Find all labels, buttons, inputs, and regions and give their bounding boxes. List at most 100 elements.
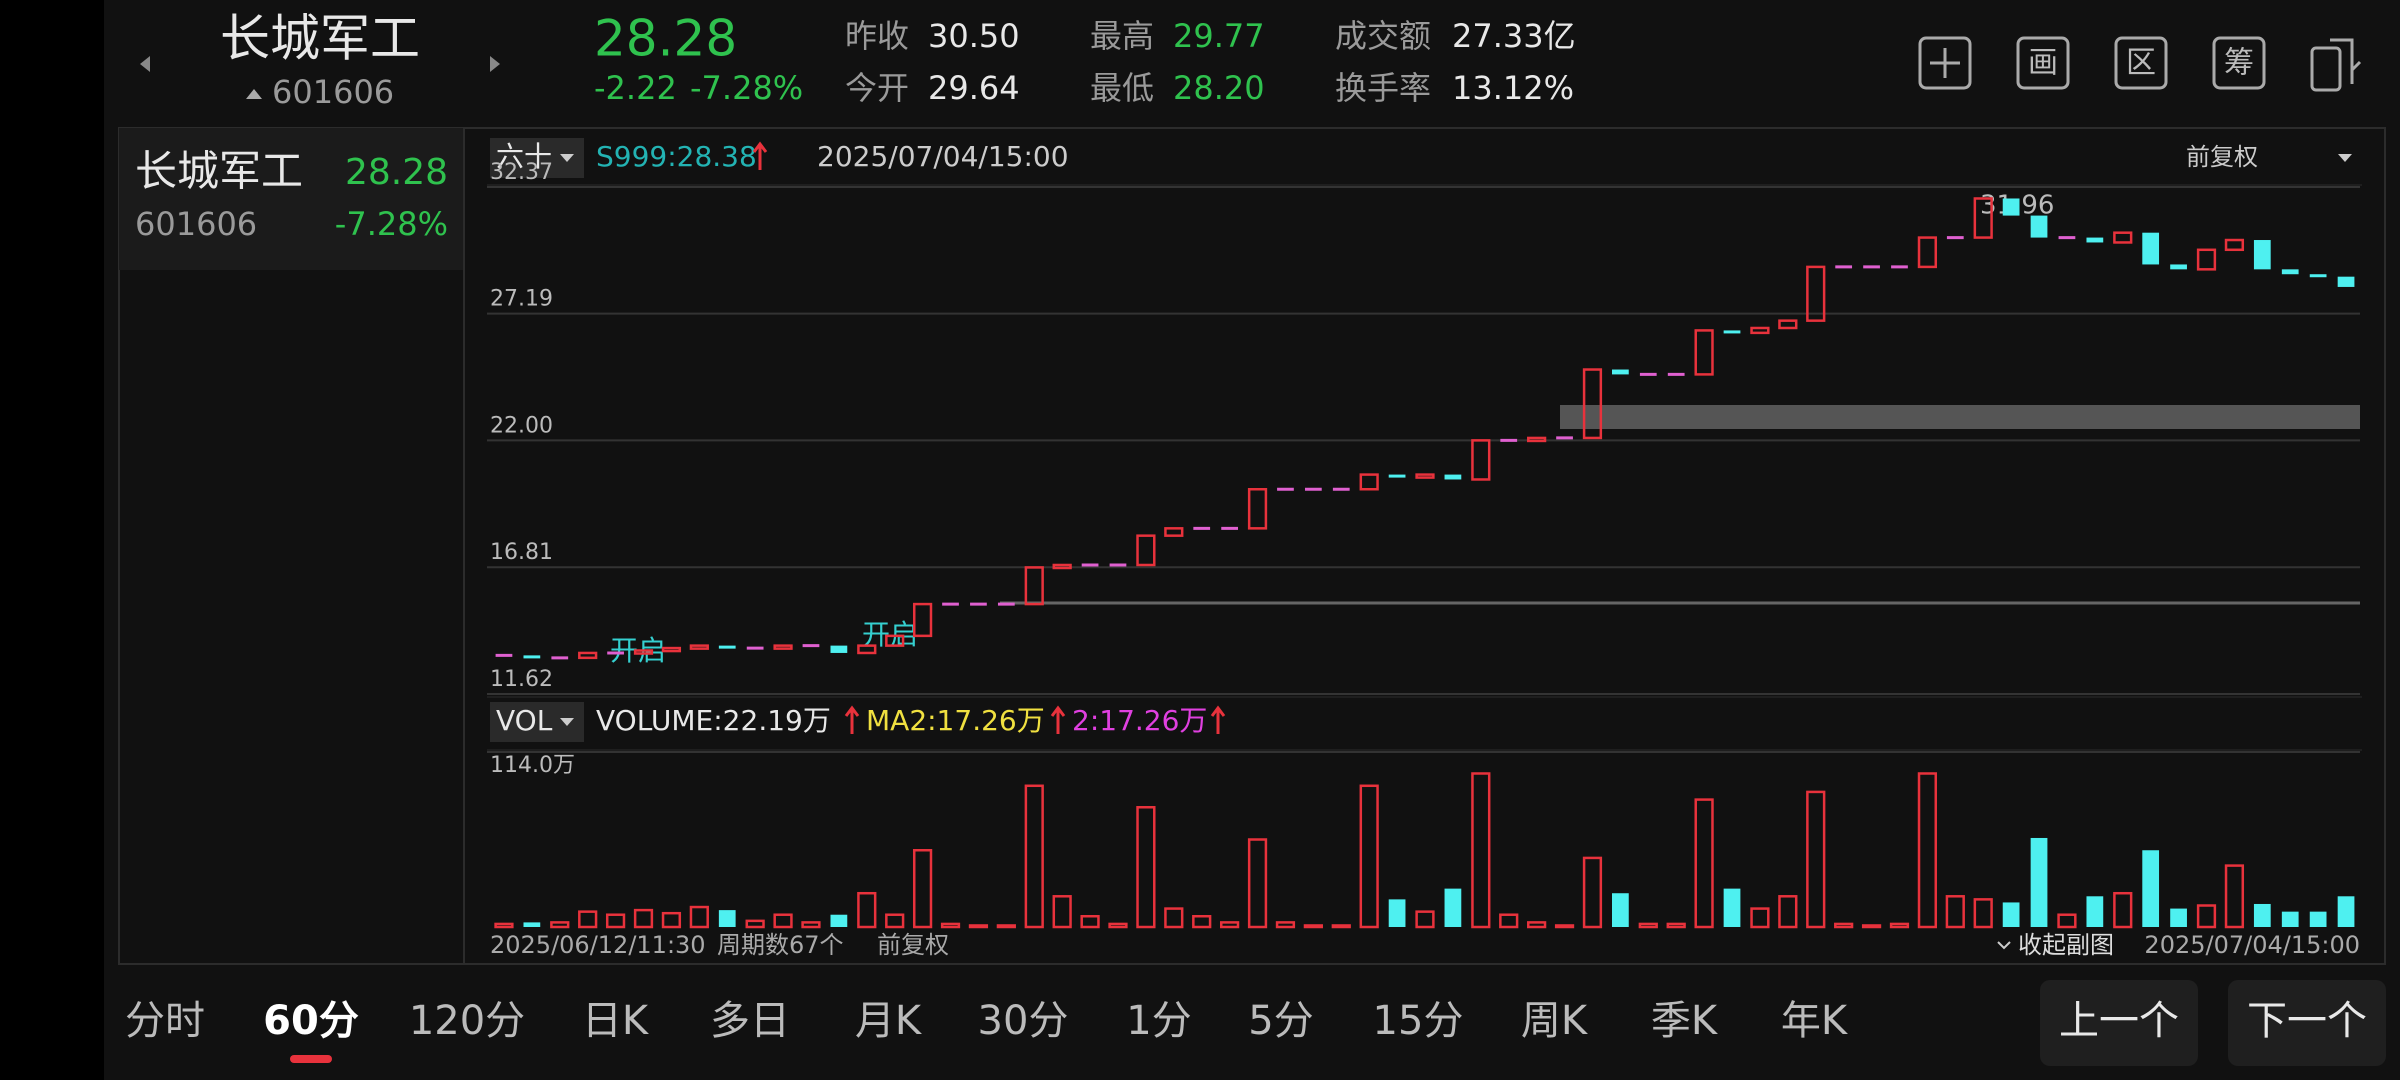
collapse-icon [1997, 941, 2011, 950]
volume-bar [885, 913, 905, 929]
chips-icon[interactable] [2212, 36, 2266, 90]
stat-label: 最低 [1090, 69, 1154, 107]
y-tick-label: 27.19 [490, 287, 553, 312]
tab[interactable]: 15分 [1373, 998, 1464, 1044]
tabs: 分时 60分 120分 日K 多日 月K 30分 1分 5分 15分 周K 季K 年K [125, 998, 1849, 1044]
candle [1582, 368, 1603, 440]
candle [1806, 265, 1826, 322]
stat-value: 13.12% [1452, 69, 1574, 107]
y-tick-label: 11.62 [490, 667, 553, 692]
stat-label: 换手率 [1335, 69, 1431, 107]
add-glyph [1930, 48, 1960, 78]
volume-bar [689, 905, 709, 929]
candle [2224, 238, 2245, 252]
volume-bar [1861, 924, 1882, 929]
volume-bar [1444, 888, 1462, 927]
tab[interactable]: 30分 [978, 998, 1069, 1044]
volume-bar [912, 848, 933, 929]
candle [1136, 534, 1156, 567]
indicator: S999:28.38 [596, 140, 757, 173]
candle [1164, 527, 1184, 537]
tab[interactable]: 5分 [1248, 998, 1313, 1044]
next-arrow[interactable] [490, 56, 500, 72]
volume-bar [550, 921, 570, 929]
volume-bar [1638, 922, 1658, 929]
volume-bar [1806, 790, 1826, 929]
candle [1917, 236, 1938, 269]
dropdown [2338, 154, 2352, 162]
volume-bar [2196, 904, 2217, 929]
volume-bar [2170, 908, 2187, 927]
stock-code: 601606 [272, 73, 394, 111]
range-icon[interactable] [2114, 36, 2168, 90]
volume-bar [1471, 772, 1491, 929]
volume-bar [2281, 911, 2299, 927]
button-label: 上一个 [2059, 998, 2179, 1044]
tab[interactable]: 60分 [263, 998, 359, 1044]
volume-bar [2057, 913, 2077, 929]
stat-label: 成交额 [1335, 17, 1431, 55]
tab[interactable]: 120分 [409, 998, 525, 1044]
up-arrows [844, 705, 1226, 734]
candle [718, 645, 736, 649]
tab[interactable]: 年K [1781, 998, 1849, 1044]
price: 28.28 [594, 10, 737, 68]
dropdown [560, 718, 574, 726]
candle [1359, 473, 1379, 491]
volume-bar [2113, 891, 2133, 929]
volume-bar [661, 911, 682, 929]
volume-bar [2224, 864, 2245, 929]
prev-button[interactable] [2040, 980, 2198, 1066]
candle [773, 644, 793, 650]
icon-label: 区 [2126, 46, 2156, 81]
tab[interactable]: 日K [582, 998, 650, 1044]
volume-bar [718, 910, 736, 927]
draw-icon[interactable] [2016, 36, 2070, 90]
volume-bar [1499, 913, 1519, 929]
collapse[interactable]: 收起副图 [2018, 931, 2114, 959]
candle [578, 651, 598, 660]
candle [1527, 436, 1547, 443]
stock-name: 长城军工 [220, 10, 420, 68]
candle [2253, 240, 2271, 270]
tab[interactable]: 分时 [125, 998, 205, 1044]
candle [1415, 473, 1435, 479]
candle [1444, 474, 1462, 480]
side-card[interactable] [119, 128, 464, 270]
candle [523, 655, 541, 659]
volume-bar [1723, 888, 1741, 927]
next-button[interactable] [2228, 980, 2386, 1066]
tab[interactable]: 1分 [1126, 998, 1191, 1044]
volume-bar [857, 891, 877, 929]
candle [1024, 566, 1044, 606]
share-icon[interactable] [2310, 46, 2342, 92]
add-icon[interactable] [1918, 36, 1972, 90]
y-tick-label: 16.81 [490, 540, 553, 565]
stat-label: 今开 [845, 69, 909, 107]
candle [2113, 231, 2133, 244]
candle [2281, 269, 2299, 275]
tab[interactable]: 季K [1651, 998, 1719, 1044]
stat-value: 27.33亿 [1452, 17, 1576, 55]
start-date: 2025/06/12/11:30 [490, 931, 706, 959]
volume-bar [1164, 907, 1184, 929]
candle [689, 644, 709, 650]
volume-bar [1527, 921, 1547, 929]
tab[interactable]: 周K [1521, 998, 1589, 1044]
icon-label: 筹 [2224, 46, 2254, 81]
share-glyph [2330, 38, 2362, 84]
tab[interactable]: 多日 [710, 998, 790, 1044]
candle [633, 649, 654, 655]
candle [2170, 264, 2187, 270]
prev-arrow[interactable] [140, 56, 150, 72]
icon-label: 画 [2028, 46, 2058, 81]
volume-bar [2030, 837, 2048, 927]
volume-bar [1247, 838, 1268, 929]
candle [1247, 487, 1268, 530]
volume-bar [745, 919, 765, 929]
adjust[interactable]: 前复权 [2186, 143, 2258, 171]
tab[interactable]: 月K [855, 998, 923, 1044]
vol-ma2: MA2:17.26万 [866, 704, 1045, 737]
volume-bar [633, 908, 654, 929]
candle [2002, 198, 2020, 216]
